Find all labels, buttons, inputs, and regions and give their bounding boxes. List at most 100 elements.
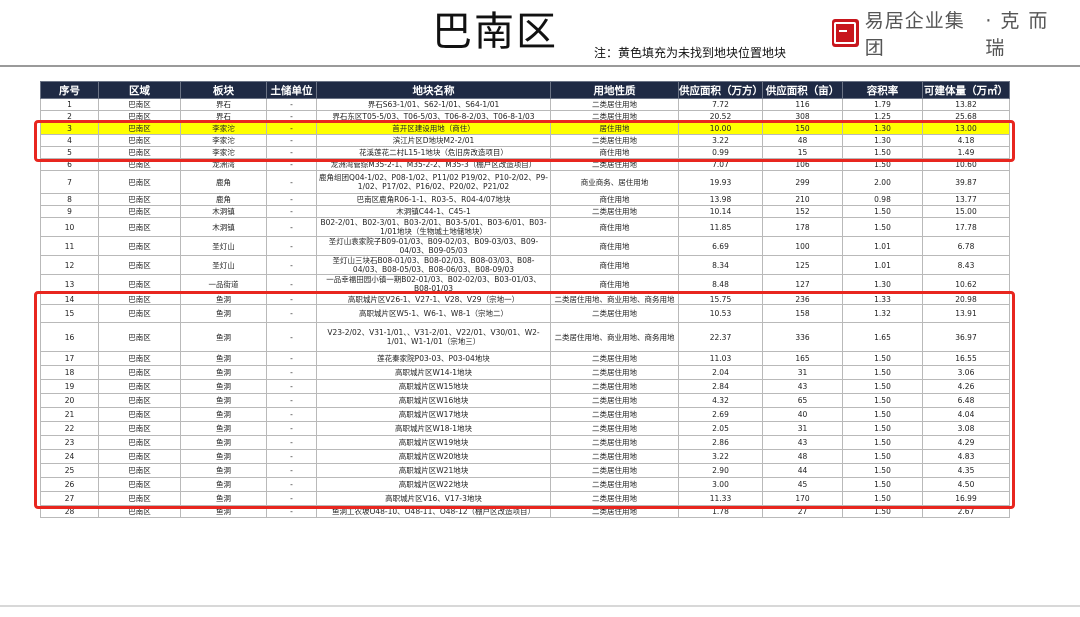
cell-sector: 一品街道 <box>180 274 267 294</box>
cell-area-mu: 65 <box>762 393 843 408</box>
cell-plot-name: 首开区建设用地（商住） <box>316 122 551 135</box>
cell-plot-name: B02-2/01、B02-3/01、B03-2/01、B03-5/01、B03-… <box>316 217 551 237</box>
cell-plot-name: 界石S63-1/01、S62-1/01、S64-1/01 <box>316 98 551 111</box>
cell-area-wan: 2.04 <box>678 365 763 380</box>
cell-index: 8 <box>40 193 99 206</box>
cell-district: 巴南区 <box>98 505 181 518</box>
cell-plot-name: 鹿角组团Q04-1/02、P08-1/02、P11/02 P19/02、P10-… <box>316 170 551 194</box>
table-row: 26 巴南区 鱼洞 - 高职城片区W22地块 二类居住用地 3.00 45 1.50 4.50 <box>40 477 1010 492</box>
cell-far: 1.01 <box>842 236 923 256</box>
cell-area-mu: 48 <box>762 134 843 147</box>
cell-land-unit: - <box>266 449 317 464</box>
cell-index: 4 <box>40 134 99 147</box>
cell-capacity: 10.62 <box>922 274 1010 294</box>
cell-plot-name: 一品幸福田园小镇一期B02-01/03、B02-02/03、B03-01/03、… <box>316 274 551 294</box>
table-row: 13 巴南区 一品街道 - 一品幸福田园小镇一期B02-01/03、B02-02/03、… <box>40 274 1010 294</box>
footer-divider <box>0 605 1080 607</box>
cell-index: 12 <box>40 255 99 275</box>
cell-plot-name: 高职城片区W17地块 <box>316 407 551 422</box>
cell-index: 14 <box>40 293 99 305</box>
cell-district: 巴南区 <box>98 491 181 506</box>
cell-district: 巴南区 <box>98 365 181 380</box>
table-row: 1 巴南区 界石 - 界石S63-1/01、S62-1/01、S64-1/01 二类居住用… <box>40 98 1010 111</box>
cell-far: 1.32 <box>842 304 923 323</box>
cell-capacity: 10.60 <box>922 158 1010 171</box>
cell-land-use: 二类居住用地 <box>550 393 679 408</box>
cell-index: 9 <box>40 205 99 218</box>
cell-far: 1.50 <box>842 491 923 506</box>
cell-district: 巴南区 <box>98 407 181 422</box>
cell-index: 22 <box>40 421 99 436</box>
cell-area-wan: 1.78 <box>678 505 763 518</box>
cell-land-use: 商业商务、居住用地 <box>550 170 679 194</box>
cell-far: 1.01 <box>842 255 923 275</box>
cell-land-use: 二类居住用地 <box>550 158 679 171</box>
table-row: 16 巴南区 鱼洞 - V23-2/02、V31-1/01、、V31-2/01、V22/… <box>40 322 1010 352</box>
cell-area-wan: 8.34 <box>678 255 763 275</box>
table-row: 9 巴南区 木洞镇 - 木洞镇C44-1、C45-1 二类居住用地 10.14 152 1.50… <box>40 205 1010 218</box>
cell-far: 1.50 <box>842 365 923 380</box>
table-row: 15 巴南区 鱼洞 - 高职城片区W5-1、W6-1、W8-1（宗地二） 二类居住用地 10… <box>40 304 1010 323</box>
cell-area-wan: 10.14 <box>678 205 763 218</box>
cell-area-mu: 45 <box>762 477 843 492</box>
cell-sector: 鱼洞 <box>180 293 267 305</box>
cell-sector: 鹿角 <box>180 193 267 206</box>
cell-district: 巴南区 <box>98 255 181 275</box>
cell-sector: 圣灯山 <box>180 255 267 275</box>
cell-area-mu: 40 <box>762 407 843 422</box>
cell-district: 巴南区 <box>98 435 181 450</box>
cell-far: 1.25 <box>842 110 923 123</box>
cell-land-unit: - <box>266 491 317 506</box>
cell-index: 25 <box>40 463 99 478</box>
cell-area-wan: 15.75 <box>678 293 763 305</box>
cell-capacity: 17.78 <box>922 217 1010 237</box>
cell-capacity: 4.50 <box>922 477 1010 492</box>
cell-area-mu: 43 <box>762 379 843 394</box>
cell-plot-name: 高职城片区W15地块 <box>316 379 551 394</box>
cell-far: 1.50 <box>842 463 923 478</box>
cell-far: 1.50 <box>842 421 923 436</box>
cell-capacity: 15.00 <box>922 205 1010 218</box>
table-row: 20 巴南区 鱼洞 - 高职城片区W16地块 二类居住用地 4.32 65 1.50 6.48 <box>40 393 1010 408</box>
cell-land-unit: - <box>266 98 317 111</box>
cell-capacity: 13.00 <box>922 122 1010 135</box>
cell-area-wan: 2.69 <box>678 407 763 422</box>
cell-index: 24 <box>40 449 99 464</box>
cell-capacity: 6.78 <box>922 236 1010 256</box>
cell-index: 11 <box>40 236 99 256</box>
cell-area-wan: 11.03 <box>678 351 763 366</box>
cell-plot-name: 界石东区T05-5/03、T06-5/03、T06-8-2/03、T06-8-1… <box>316 110 551 123</box>
cell-sector: 木洞镇 <box>180 217 267 237</box>
cell-land-unit: - <box>266 477 317 492</box>
cell-index: 27 <box>40 491 99 506</box>
cell-area-mu: 31 <box>762 365 843 380</box>
cell-plot-name: 高职城片区W14-1地块 <box>316 365 551 380</box>
cell-area-mu: 100 <box>762 236 843 256</box>
cell-index: 17 <box>40 351 99 366</box>
cell-sector: 木洞镇 <box>180 205 267 218</box>
cell-area-wan: 7.07 <box>678 158 763 171</box>
cell-area-wan: 13.98 <box>678 193 763 206</box>
cell-far: 1.50 <box>842 379 923 394</box>
cell-land-use: 居住用地 <box>550 122 679 135</box>
cell-capacity: 4.83 <box>922 449 1010 464</box>
cell-land-use: 二类居住用地 <box>550 304 679 323</box>
cell-far: 1.50 <box>842 351 923 366</box>
table-header-row: 序号 区域 板块 土储单位 地块名称 用地性质 供应面积（万方） 供应面积（亩）… <box>40 81 1010 99</box>
cell-index: 2 <box>40 110 99 123</box>
cell-land-unit: - <box>266 435 317 450</box>
cell-sector: 界石 <box>180 98 267 111</box>
cell-index: 15 <box>40 304 99 323</box>
cell-land-use: 二类居住用地 <box>550 505 679 518</box>
col-header: 地块名称 <box>316 81 551 99</box>
table-row: 3 巴南区 李家沱 - 首开区建设用地（商住） 居住用地 10.00 150 1.30 13.00 <box>40 122 1010 135</box>
cell-area-mu: 127 <box>762 274 843 294</box>
cell-land-use: 二类居住用地 <box>550 110 679 123</box>
cell-plot-name: 花溪莲花二村L15-1地块（危旧房改造项目） <box>316 146 551 159</box>
cell-plot-name: 高职城片区W19地块 <box>316 435 551 450</box>
cell-land-unit: - <box>266 236 317 256</box>
col-header: 可建体量（万㎡） <box>922 81 1010 99</box>
col-header: 供应面积（万方） <box>678 81 763 99</box>
cell-sector: 鱼洞 <box>180 365 267 380</box>
cell-district: 巴南区 <box>98 379 181 394</box>
